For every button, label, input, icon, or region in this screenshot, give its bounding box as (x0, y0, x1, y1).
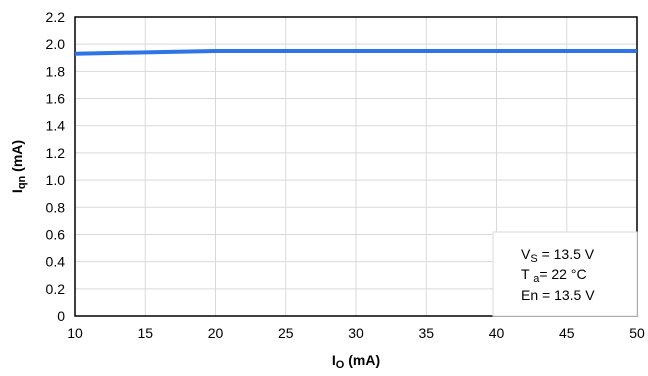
annotation-ta-main: T (521, 266, 533, 282)
annotation-vs-sub: S (530, 253, 537, 265)
annotation-ta-sub: a (533, 273, 540, 285)
y-tick-label: 2.2 (46, 9, 66, 25)
annotation-line-ta: T a= 22 °C (521, 266, 587, 285)
tick-labels: 10 15 20 25 30 35 40 45 50 0 0.2 0.4 0.6 0.8 1.0 1.2 1.4… (46, 9, 645, 341)
conditions-annotation: VS = 13.5 V T a= 22 °C En = 13.5 V (492, 231, 638, 317)
annotation-vs-value: = 13.5 V (538, 246, 595, 262)
y-tick-label: 0.2 (46, 281, 66, 297)
iqn-series-line (74, 48, 637, 56)
x-axis-title: IO (mA) (332, 352, 380, 371)
y-tick-label: 1.6 (46, 91, 66, 107)
x-tick-label: 20 (208, 325, 224, 341)
x-tick-label: 35 (418, 325, 434, 341)
x-tick-label: 10 (67, 325, 83, 341)
x-axis-title-main: I (332, 352, 336, 368)
y-tick-label: 0.4 (46, 254, 66, 270)
x-tick-label: 25 (278, 325, 294, 341)
annotation-vs-main: V (521, 246, 531, 262)
y-tick-label: 0.8 (46, 199, 66, 215)
annotation-en-main: En (521, 287, 538, 303)
y-tick-label: 1.4 (46, 118, 66, 134)
y-tick-label: 0.6 (46, 226, 66, 242)
x-tick-label: 40 (489, 325, 505, 341)
x-tick-label: 50 (629, 325, 645, 341)
y-tick-label: 1.0 (46, 172, 66, 188)
series-layer (74, 48, 637, 56)
x-tick-label: 45 (559, 325, 575, 341)
x-tick-label: 15 (137, 325, 153, 341)
y-tick-label: 2.0 (46, 36, 66, 52)
y-axis-title-main: I (9, 189, 25, 193)
y-axis-title-unit: (mA) (9, 140, 25, 176)
annotation-line-en: En = 13.5 V (521, 287, 595, 303)
grid-layer (75, 17, 637, 316)
annotation-en-value: = 13.5 V (538, 287, 595, 303)
x-axis-title-sub: O (336, 359, 345, 371)
annotation-line-vs: VS = 13.5 V (521, 246, 595, 265)
plot-area-frame (74, 16, 638, 317)
y-axis-title: Iqn (mA) (9, 140, 28, 193)
x-tick-label: 30 (348, 325, 364, 341)
y-tick-label: 1.2 (46, 145, 66, 161)
y-tick-label: 0 (57, 308, 65, 324)
y-axis-title-sub: qn (16, 175, 28, 189)
conditions-box (492, 231, 638, 317)
x-axis-title-unit: (mA) (344, 352, 380, 368)
annotation-ta-value: = 22 °C (539, 266, 586, 282)
y-tick-label: 1.8 (46, 63, 66, 79)
